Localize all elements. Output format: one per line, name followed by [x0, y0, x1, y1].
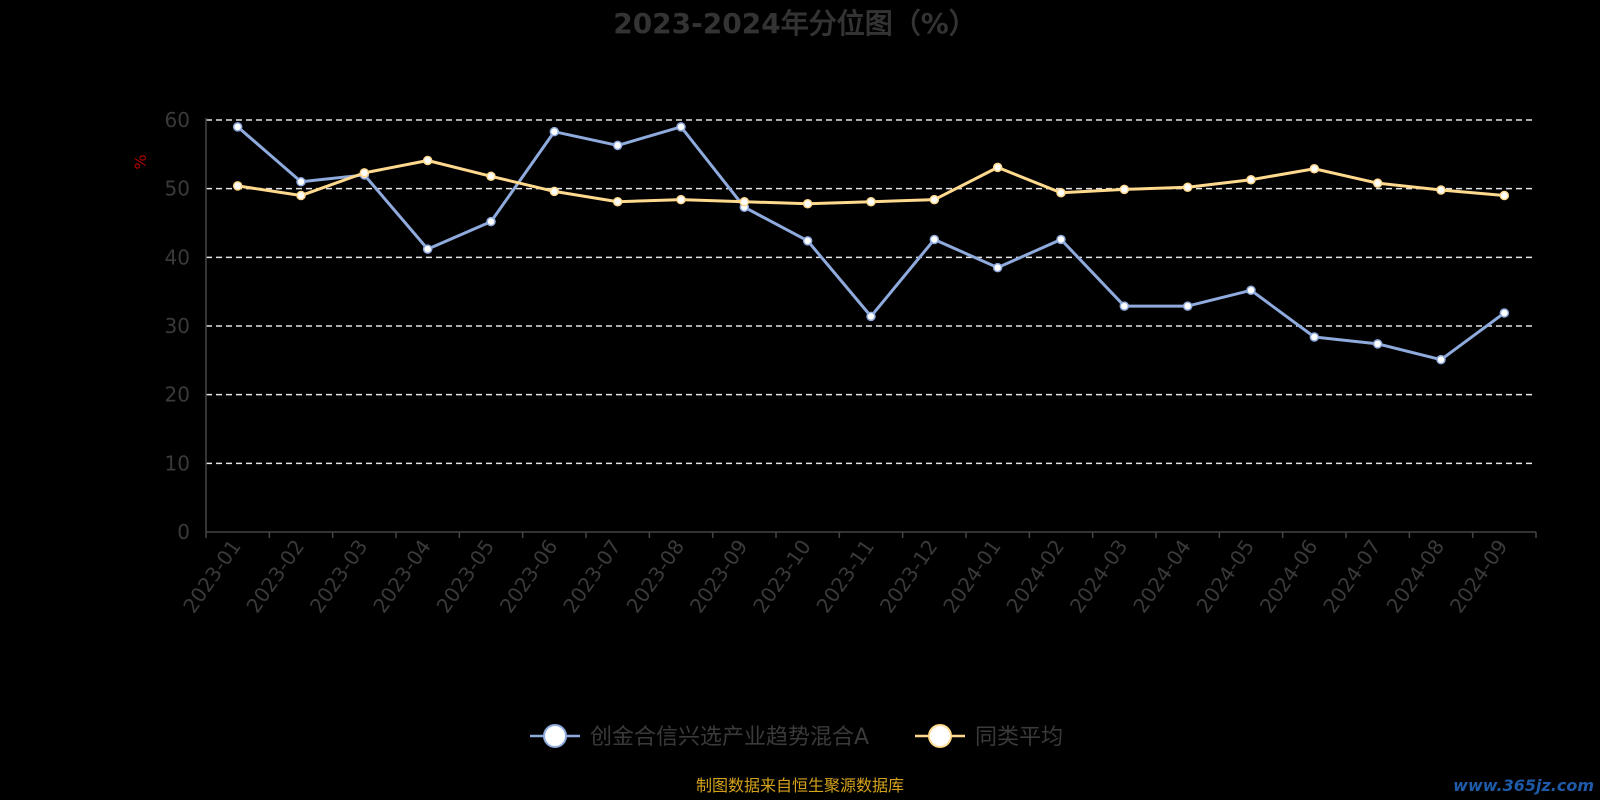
data-point[interactable] [612, 196, 623, 207]
legend-item-0[interactable]: 创金合信兴选产业趋势混合A [530, 724, 869, 750]
x-tick-label: 2023-08 [621, 535, 689, 617]
x-tick-label: 2023-04 [368, 535, 436, 617]
y-tick-label: 30 [165, 314, 190, 338]
data-point[interactable] [739, 196, 750, 207]
legend-label: 创金合信兴选产业趋势混合A [590, 725, 869, 750]
data-point[interactable] [232, 181, 243, 191]
legend-marker [543, 724, 567, 748]
data-point[interactable] [549, 186, 560, 197]
x-tick-label: 2023-02 [241, 535, 309, 617]
y-tick-label: 60 [165, 108, 190, 132]
data-point[interactable] [486, 216, 496, 227]
chart-title: 2023-2024年分位图（%） [613, 7, 977, 40]
data-point[interactable] [676, 194, 686, 205]
data-point[interactable] [929, 194, 940, 205]
gridlines [206, 119, 1536, 465]
data-point[interactable] [866, 311, 876, 322]
x-tick-label: 2023-03 [305, 535, 373, 617]
x-tick-label: 2023-05 [431, 535, 499, 617]
y-axis-label: % [131, 154, 150, 169]
data-point[interactable] [1182, 301, 1193, 311]
series-0 [232, 122, 1510, 365]
x-tick-label: 2024-08 [1381, 535, 1449, 617]
data-point[interactable] [296, 177, 306, 187]
data-point[interactable] [232, 122, 243, 132]
data-point[interactable] [359, 168, 370, 178]
data-point[interactable] [1182, 182, 1193, 193]
data-point[interactable] [422, 155, 433, 166]
watermark-logo: www.365jz.com [1453, 776, 1594, 795]
x-tick-labels: 2023-012023-022023-032023-042023-052023-… [178, 535, 1512, 617]
x-tick-label: 2024-07 [1318, 535, 1386, 617]
x-tick-label: 2024-03 [1065, 535, 1133, 617]
x-tick-label: 2023-01 [178, 535, 246, 617]
x-tick-label: 2023-11 [811, 535, 879, 617]
data-point[interactable] [1309, 332, 1320, 342]
data-point[interactable] [1436, 185, 1446, 195]
data-point[interactable] [612, 140, 623, 151]
data-point[interactable] [992, 262, 1003, 273]
x-tick-label: 2024-02 [1001, 535, 1069, 617]
data-point[interactable] [802, 199, 813, 209]
legend-item-1[interactable]: 同类平均 [915, 724, 1063, 750]
y-tick-labels: 0 10 20 30 40 50 60 [165, 108, 190, 544]
x-tick-label: 2023-06 [495, 535, 563, 617]
x-tick-label: 2023-10 [748, 535, 816, 617]
data-point[interactable] [676, 122, 686, 132]
data-point[interactable] [1499, 308, 1510, 318]
data-point[interactable] [486, 171, 496, 182]
data-point[interactable] [992, 162, 1003, 173]
data-point[interactable] [1119, 301, 1130, 311]
x-tick-label: 2023-12 [875, 535, 943, 617]
data-point[interactable] [1246, 285, 1256, 296]
x-tick-label: 2024-05 [1191, 535, 1259, 617]
y-tick-label: 0 [177, 520, 190, 544]
data-point[interactable] [1309, 164, 1320, 174]
data-source-note: 制图数据来自恒生聚源数据库 [696, 776, 904, 795]
data-point[interactable] [1436, 354, 1446, 365]
data-point[interactable] [296, 190, 306, 201]
x-tick-label: 2023-07 [558, 535, 626, 617]
data-point[interactable] [422, 244, 433, 254]
y-tick-label: 50 [165, 177, 190, 201]
x-tick-label: 2024-04 [1128, 535, 1196, 617]
data-point[interactable] [929, 234, 940, 245]
data-point[interactable] [1119, 184, 1130, 195]
y-tick-label: 20 [165, 383, 190, 407]
y-tick-label: 40 [165, 245, 190, 269]
data-point[interactable] [1372, 339, 1383, 349]
data-point[interactable] [802, 236, 813, 246]
series-lines [232, 122, 1510, 365]
data-point[interactable] [1056, 188, 1066, 198]
data-point[interactable] [1246, 174, 1256, 185]
data-point[interactable] [1372, 178, 1383, 188]
legend-label: 同类平均 [975, 725, 1063, 750]
data-point[interactable] [1056, 234, 1066, 245]
y-tick-label: 10 [165, 451, 190, 475]
legend-marker [928, 724, 952, 748]
data-point[interactable] [866, 196, 876, 207]
x-tick-label: 2024-09 [1445, 535, 1513, 617]
legend[interactable]: 创金合信兴选产业趋势混合A 同类平均 [530, 724, 1063, 750]
x-tick-label: 2023-09 [685, 535, 753, 617]
x-tick-label: 2024-01 [938, 535, 1006, 617]
axes [205, 118, 1537, 538]
series-1 [232, 155, 1510, 209]
data-point[interactable] [549, 126, 560, 137]
x-tick-label: 2024-06 [1255, 535, 1323, 617]
data-point[interactable] [1499, 190, 1510, 201]
